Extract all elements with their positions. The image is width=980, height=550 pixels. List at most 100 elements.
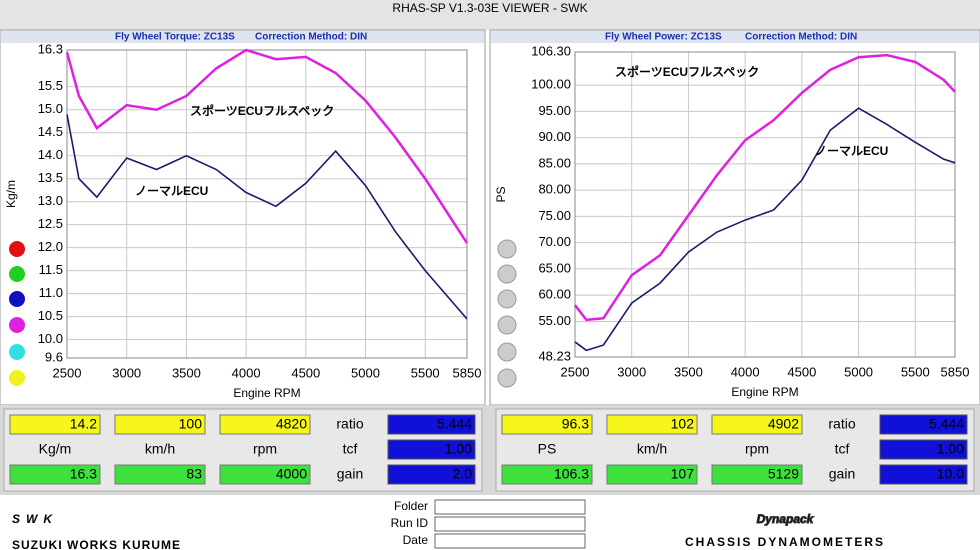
y-tick-label: 90.00 [538, 129, 571, 144]
chart-header [1, 31, 484, 43]
readout-box [9, 414, 101, 435]
field-input[interactable] [434, 499, 586, 515]
setting-box [387, 414, 476, 435]
y-tick-label: 16.3 [38, 41, 63, 56]
series-label: スポーツECUフルスペック [615, 64, 759, 79]
readout-value: 100 [179, 416, 203, 432]
logo: SWK [12, 512, 58, 526]
y-tick-label: 106.30 [531, 43, 571, 58]
readout-unit: rpm [253, 441, 277, 457]
y-tick-label: 14.0 [38, 147, 63, 162]
setting-label: ratio [828, 416, 855, 432]
x-tick-label: 4500 [291, 365, 320, 380]
readout-value: 106.3 [554, 466, 589, 482]
channel-button[interactable] [497, 264, 517, 284]
y-tick-label: 65.00 [538, 260, 571, 275]
y-tick-label: 12.0 [38, 239, 63, 254]
readout-unit: km/h [637, 441, 667, 457]
channel-button[interactable] [9, 241, 25, 257]
x-tick-label: 3500 [172, 365, 201, 380]
x-tick-label: 4000 [232, 365, 261, 380]
readout-value: 83 [186, 466, 202, 482]
channel-button[interactable] [9, 317, 25, 333]
x-tick-label: 4000 [731, 364, 760, 379]
readout-box [501, 414, 593, 435]
channel-button[interactable] [9, 291, 25, 307]
y-tick-label: 11.0 [39, 285, 63, 300]
y-tick-label: 13.0 [38, 193, 63, 208]
setting-value: 1.00 [937, 441, 964, 457]
chart-subtitle: Correction Method: DIN [745, 32, 857, 43]
y-tick-label: 70.00 [538, 234, 571, 249]
y-tick-label: 55.00 [538, 313, 571, 328]
setting-value: 5.444 [437, 416, 472, 432]
readout-value: 14.2 [70, 416, 97, 432]
field-input[interactable] [434, 516, 586, 532]
channel-buttons [9, 239, 517, 388]
channel-button[interactable] [9, 266, 25, 282]
series-line [66, 114, 468, 320]
readout-unit: km/h [145, 441, 175, 457]
channel-button[interactable] [497, 239, 517, 259]
x-tick-label: 5850 [941, 364, 970, 379]
setting-value: 5.444 [929, 416, 964, 432]
y-tick-label: 10.0 [38, 331, 63, 346]
series-line [574, 53, 956, 322]
x-tick-label: 2500 [53, 365, 82, 380]
y-tick-label: 80.00 [538, 182, 571, 197]
x-axis-label: Engine RPM [731, 385, 798, 399]
x-tick-label: 2500 [561, 364, 590, 379]
y-tick-label: 15.5 [38, 78, 63, 93]
x-tick-label: 5850 [453, 365, 482, 380]
readout-box [9, 464, 101, 485]
title-bar [0, 0, 980, 30]
readout-unit: rpm [745, 441, 769, 457]
field-input[interactable] [434, 533, 586, 549]
readout-box [606, 414, 698, 435]
readout-box [501, 464, 593, 485]
setting-box [879, 464, 968, 485]
setting-label: gain [829, 466, 855, 482]
readout-box [711, 464, 803, 485]
x-tick-label: 5000 [844, 364, 873, 379]
chart-title: Fly Wheel Torque: ZC13S [115, 32, 235, 43]
y-tick-label: 11.5 [39, 262, 63, 277]
y-tick-label: 85.00 [538, 155, 571, 170]
channel-button[interactable] [497, 342, 517, 362]
chart-subtitle: Correction Method: DIN [255, 32, 367, 43]
x-tick-label: 3500 [674, 364, 703, 379]
brand: Dynapack [757, 512, 815, 526]
setting-label: tcf [835, 441, 850, 457]
brand-sub: CHASSIS DYNAMOMETERS [685, 535, 885, 549]
readout-value: 107 [671, 466, 695, 482]
readout-box [219, 414, 311, 435]
channel-button[interactable] [497, 289, 517, 309]
readout-box [114, 414, 206, 435]
readout-unit: PS [538, 441, 557, 457]
y-axis-label: PS [494, 186, 508, 202]
setting-label: ratio [336, 416, 363, 432]
y-tick-label: 15.0 [38, 101, 63, 116]
y-tick-label: 14.5 [38, 124, 63, 139]
setting-value: 2.0 [453, 466, 473, 482]
x-tick-label: 5000 [351, 365, 380, 380]
x-tick-label: 3000 [617, 364, 646, 379]
channel-button[interactable] [9, 344, 25, 360]
readout-unit: Kg/m [39, 441, 72, 457]
readout-value: 4000 [276, 466, 307, 482]
y-tick-label: 12.5 [38, 216, 63, 231]
channel-button[interactable] [497, 315, 517, 335]
field-label: Run ID [391, 516, 429, 530]
setting-box [879, 414, 968, 435]
chart-header [491, 31, 979, 43]
y-tick-label: 48.23 [538, 348, 571, 363]
channel-button[interactable] [497, 368, 517, 388]
y-axis-label: Kg/m [4, 180, 18, 208]
series-line [574, 107, 956, 352]
x-tick-label: 5500 [411, 365, 440, 380]
channel-button[interactable] [9, 370, 25, 386]
x-tick-label: 5500 [901, 364, 930, 379]
setting-value: 10.0 [937, 466, 964, 482]
setting-value: 1.00 [445, 441, 472, 457]
